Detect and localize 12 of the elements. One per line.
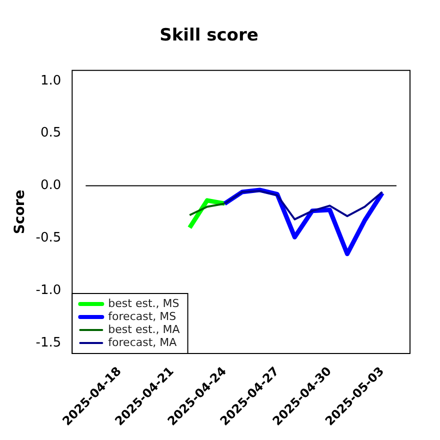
y-tick-label: -1.5 [36, 335, 62, 350]
y-tick-label: -0.5 [36, 230, 62, 246]
chart-title: Skill score [160, 26, 258, 46]
y-axis-title: Score [12, 190, 28, 234]
legend-label: best est., MA [108, 322, 180, 336]
y-tick-label: 1.0 [40, 73, 62, 88]
y-tick-label: 0.0 [40, 178, 62, 194]
legend-label: forecast, MS [108, 310, 176, 323]
y-tick-label: 0.5 [40, 126, 62, 141]
y-tick-label: -1.0 [36, 282, 62, 298]
legend-label: best est., MS [108, 296, 180, 310]
legend-label: forecast, MA [108, 336, 178, 349]
